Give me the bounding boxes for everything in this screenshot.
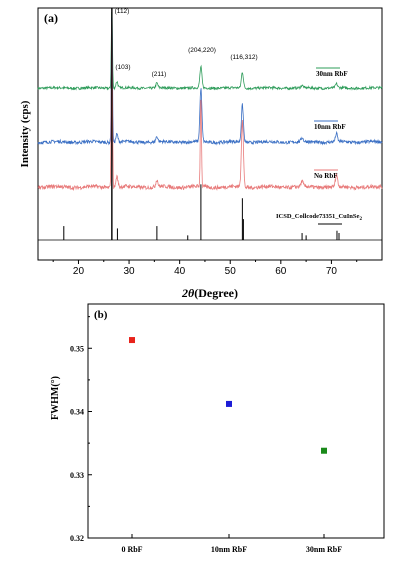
xrd-trace-no-rbf: [37, 20, 383, 192]
xrd-x-tick-label: 70: [326, 266, 338, 277]
legend-reference-sub: 2: [359, 217, 362, 222]
xrd-xlabel: 2θ(Degree): [181, 286, 238, 300]
peak-label-204-220: (204,220): [188, 47, 216, 54]
xrd-x-ticks: 20 30 40 50 60 70: [52, 260, 358, 277]
xrd-xlabel-text: 2θ(Degree): [181, 286, 238, 300]
fwhm-y-ticks: 0.32 0.33 0.34 0.35: [70, 316, 92, 543]
xrd-x-tick-label: 50: [225, 266, 237, 277]
xrd-x-tick-label: 30: [123, 266, 135, 277]
fwhm-y-tick-label: 0.35: [70, 344, 84, 353]
xrd-traces: [37, 8, 383, 241]
fwhm-y-tick-label: 0.33: [70, 471, 84, 480]
fwhm-x-tick-label: 0 RbF: [121, 545, 142, 554]
peak-label-211: (211): [152, 71, 167, 78]
panel-a-frame: [37, 7, 383, 261]
peak-label-103: (103): [115, 64, 130, 71]
panel-b-frame: [87, 303, 385, 539]
peak-label-112: (112): [115, 8, 130, 15]
xrd-x-tick-label: 40: [174, 266, 186, 277]
fwhm-point: [226, 400, 232, 407]
xrd-x-tick-label: 20: [73, 266, 85, 277]
panel-b-ylabel: FWHM(°): [50, 376, 61, 420]
fwhm-y-tick-label: 0.32: [70, 534, 84, 543]
xrd-trace-10nm: [37, 16, 383, 146]
fwhm-point: [129, 337, 135, 344]
panel-b-fwhm: (b) FWHM(°) 0.32 0.33 0.34 0.35 0 RbF 10nm R…: [50, 303, 385, 554]
legend-reference-main: ICSD_Collcode73351_CuInSe: [276, 213, 360, 220]
panel-a-label: (a): [44, 11, 58, 25]
legend-label-10nm: 10nm RbF: [314, 123, 346, 131]
fwhm-y-tick-label: 0.34: [70, 408, 84, 417]
fwhm-x-tick-label: 30nm RbF: [306, 545, 342, 554]
fwhm-x-tick-label: 10nm RbF: [211, 545, 247, 554]
legend-label-30nm: 30nm RbF: [316, 70, 348, 78]
xrd-trace-30nm: [37, 11, 383, 91]
panel-a-xrd: (a) Intensity (cps) 20 30 40 50 60 70 2θ(Degr…: [19, 7, 383, 300]
xrd-x-tick-label: 60: [275, 266, 287, 277]
legend-label-reference: ICSD_Collcode73351_CuInSe2: [276, 213, 362, 222]
fwhm-x-ticks: 0 RbF 10nm RbF 30nm RbF: [121, 534, 342, 554]
legend-label-no-rbf: No RbF: [314, 172, 338, 180]
peak-label-116-312: (116,312): [230, 54, 257, 61]
fwhm-points: [129, 337, 327, 454]
xrd-xlabel-symbol: 2θ: [181, 286, 195, 300]
xrd-xlabel-unit: (Degree): [194, 286, 238, 300]
panel-b-label: (b): [94, 309, 108, 321]
panel-a-ylabel: Intensity (cps): [19, 100, 31, 167]
fwhm-point: [321, 447, 327, 454]
